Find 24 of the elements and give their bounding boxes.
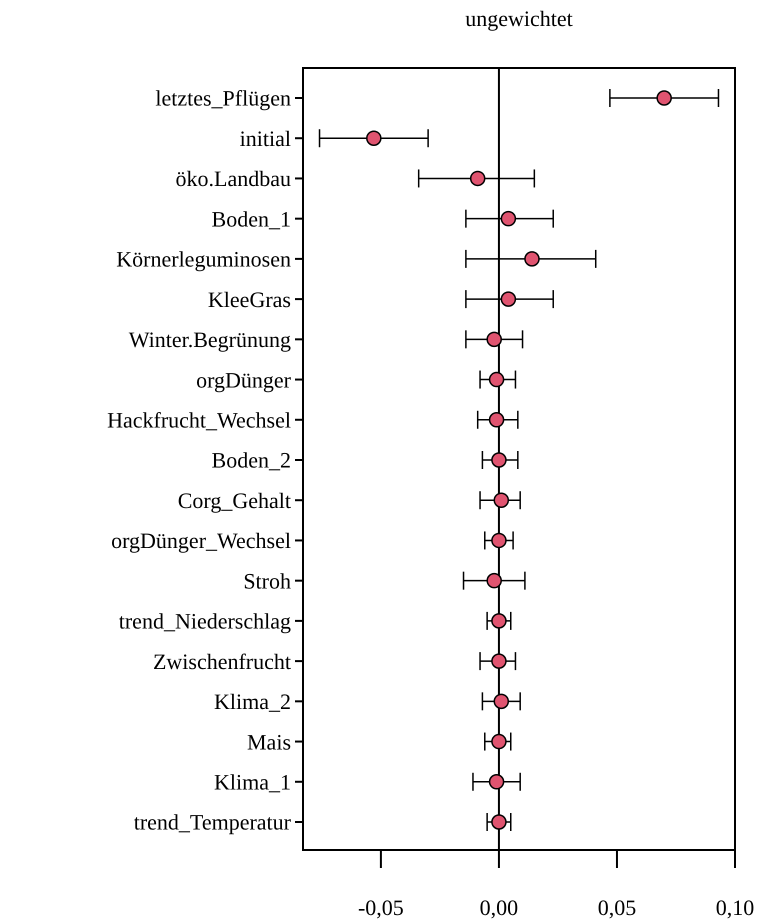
x-tick-label: 0,00 <box>480 895 518 920</box>
y-tick-label: Mais <box>247 729 291 754</box>
y-tick-label: Zwischenfrucht <box>152 648 291 674</box>
y-tick-label: Boden_2 <box>212 448 291 473</box>
y-tick-label: Corg_Gehalt <box>178 488 291 513</box>
y-tick-label: letztes_Pflügen <box>155 86 291 111</box>
y-tick-label: orgDünger <box>196 367 292 392</box>
x-tick-label: -0,05 <box>358 895 404 920</box>
chart-title: ungewichtet <box>465 6 573 31</box>
y-tick-label: trend_Temperatur <box>134 810 292 835</box>
y-tick-label: Hackfrucht_Wechsel <box>107 407 291 432</box>
x-tick-label: 0,05 <box>598 895 636 920</box>
y-tick-label: Körnerleguminosen <box>116 246 291 272</box>
x-tick-label: 0,10 <box>716 895 754 920</box>
y-tick-label: orgDünger_Wechsel <box>111 528 291 554</box>
y-tick-label: initial <box>240 126 291 151</box>
y-tick-label: Klima_2 <box>214 689 291 714</box>
y-tick-label: Stroh <box>243 568 291 594</box>
y-tick-label: Winter.Begrünung <box>128 327 291 352</box>
y-tick-label: Boden_1 <box>212 206 291 232</box>
y-tick-label: trend_Niederschlag <box>118 608 291 634</box>
y-tick-label: Klima_1 <box>214 769 291 794</box>
y-tick-label: KleeGras <box>208 286 291 312</box>
y-tick-label: öko.Landbau <box>176 166 291 192</box>
